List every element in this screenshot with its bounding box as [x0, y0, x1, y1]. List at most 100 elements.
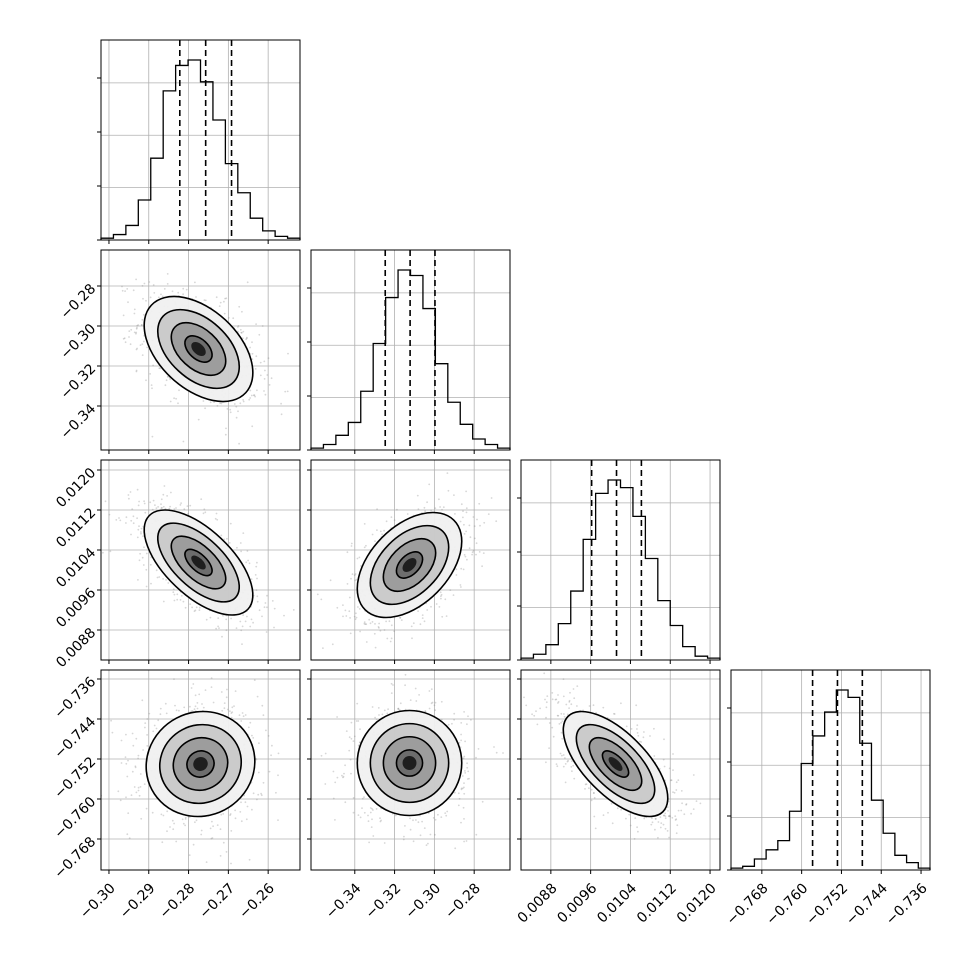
scatter-point [230, 862, 232, 865]
scatter-point [141, 285, 144, 287]
scatter-point [162, 493, 165, 496]
scatter-point [117, 790, 120, 793]
scatter-point [132, 289, 135, 292]
scatter-point [239, 328, 242, 331]
scatter-point [571, 760, 573, 763]
scatter-point [160, 503, 162, 506]
scatter-point [137, 504, 140, 507]
scatter-point [232, 317, 235, 320]
scatter-point [465, 511, 468, 514]
scatter-point [146, 718, 149, 720]
scatter-point [251, 352, 254, 355]
scatter-point [305, 805, 307, 807]
scatter-point [487, 513, 490, 515]
scatter-point [240, 820, 243, 823]
scatter-point [446, 810, 449, 813]
scatter-point [264, 393, 267, 396]
scatter-point [209, 616, 212, 619]
scatter-point [151, 387, 153, 390]
contour-line [156, 522, 241, 603]
scatter-point [137, 754, 140, 757]
scatter-point [455, 574, 458, 576]
scatter-point [142, 340, 145, 343]
scatter-point [445, 615, 448, 617]
scatter-point [137, 324, 140, 326]
scatter-point [483, 521, 486, 524]
scatter-point [368, 618, 371, 621]
scatter-point [435, 603, 438, 605]
scatter-point [417, 508, 420, 510]
scatter-point [175, 507, 177, 509]
scatter-point [143, 502, 146, 505]
scatter-point [471, 553, 473, 556]
scatter-point [239, 542, 242, 544]
scatter-point [162, 505, 165, 508]
scatter-point [417, 821, 420, 824]
scatter-point [120, 739, 123, 742]
scatter-point [143, 282, 146, 285]
scatter-point [359, 816, 362, 819]
scatter-point [562, 678, 565, 680]
scatter-point [675, 789, 678, 791]
scatter-point [593, 797, 596, 799]
scatter-point [454, 847, 457, 850]
scatter-point [332, 770, 335, 773]
scatter-point [438, 606, 441, 608]
scatter-point [247, 726, 250, 729]
scatter-point [564, 781, 567, 784]
scatter-point [415, 819, 417, 821]
scatter-point [168, 507, 171, 510]
scatter-point [139, 786, 142, 788]
scatter-point [463, 523, 465, 526]
scatter-point [219, 855, 222, 857]
scatter-point [251, 425, 254, 428]
scatter-point [129, 491, 132, 493]
scatter-point [439, 591, 442, 594]
scatter-point [458, 797, 461, 800]
scatter-point [123, 337, 126, 340]
scatter-point [226, 708, 229, 711]
scatter-point [675, 818, 678, 821]
scatter-point [475, 542, 478, 545]
scatter-point [121, 285, 123, 288]
scatter-point [399, 616, 402, 619]
scatter-point [525, 704, 528, 707]
scatter-point [179, 599, 182, 601]
scatter-point [205, 618, 208, 621]
scatter-point [214, 517, 217, 520]
scatter-point [662, 823, 665, 826]
scatter-point [241, 712, 244, 714]
scatter-point [425, 844, 428, 847]
scatter-point [251, 358, 254, 361]
scatter-point [138, 500, 141, 503]
scatter-point [412, 622, 415, 625]
scatter-point [460, 567, 463, 570]
scatter-point [140, 324, 143, 326]
scatter-point [246, 281, 249, 284]
scatter-point [409, 699, 412, 701]
scatter-point [193, 708, 196, 711]
scatter-point [447, 489, 450, 492]
scatter-point [440, 595, 442, 598]
scatter-point [241, 310, 243, 313]
scatter-point [235, 416, 238, 419]
scatter-point [388, 620, 391, 623]
scatter-point [191, 710, 194, 712]
scatter-point [342, 604, 344, 606]
contour-line [382, 735, 437, 791]
scatter-point [336, 776, 339, 779]
scatter-point [444, 598, 447, 601]
density-peak [402, 557, 417, 573]
scatter-point [153, 724, 156, 727]
scatter-point [258, 742, 260, 745]
scatter-point [160, 498, 163, 501]
scatter-point [406, 513, 409, 515]
scatter-point [222, 841, 225, 844]
scatter-point [180, 594, 183, 597]
scatter-point [182, 287, 185, 290]
scatter-point [125, 522, 127, 524]
scatter-point [209, 827, 212, 830]
scatter-point [352, 811, 355, 814]
scatter-point [350, 542, 353, 545]
scatter-point [230, 712, 233, 714]
